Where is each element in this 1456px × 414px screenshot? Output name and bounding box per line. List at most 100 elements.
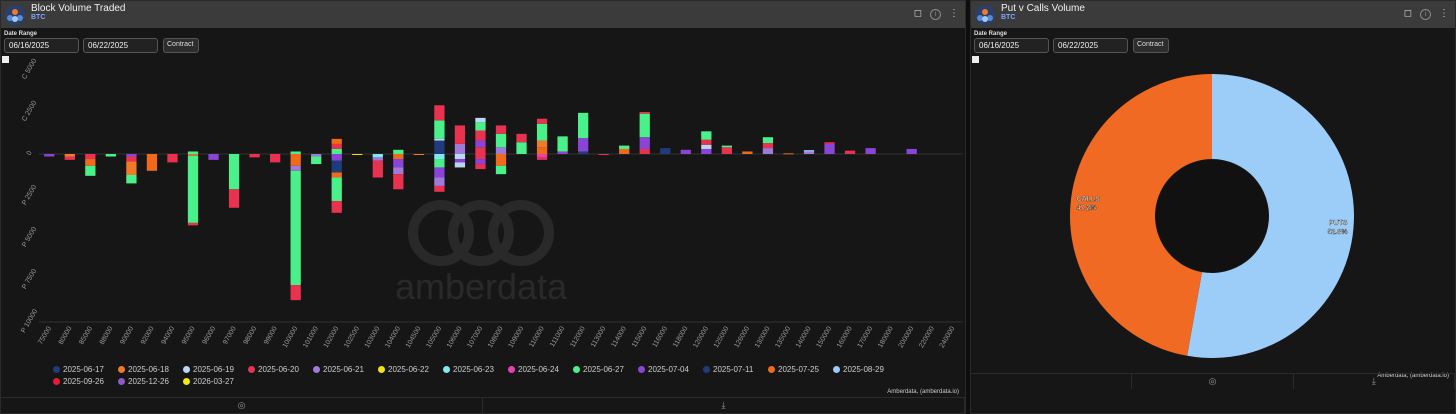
bar-segment bbox=[434, 105, 445, 121]
bar-segment bbox=[85, 159, 96, 166]
camera-icon[interactable]: ◎ bbox=[1132, 374, 1294, 389]
amberdata-watermark: amberdata bbox=[395, 200, 568, 307]
bar-segment bbox=[742, 151, 753, 154]
legend-item[interactable]: 2025-06-17 bbox=[53, 365, 104, 374]
legend-swatch bbox=[378, 366, 385, 373]
info-icon[interactable]: i bbox=[930, 8, 941, 20]
bar-segment bbox=[701, 144, 712, 149]
legend-swatch bbox=[508, 366, 515, 373]
expand-toggle[interactable] bbox=[972, 56, 979, 63]
x-tick-label: 106000 bbox=[446, 325, 464, 349]
legend-item[interactable]: 2025-06-27 bbox=[573, 365, 624, 374]
bar-segment bbox=[721, 145, 732, 148]
x-tick-label: 200000 bbox=[898, 325, 916, 349]
bar-segment bbox=[290, 170, 301, 286]
x-tick-label: 94000 bbox=[160, 325, 176, 345]
bar-segment bbox=[434, 154, 445, 160]
date-to-input[interactable]: 06/22/2025 bbox=[1053, 38, 1128, 53]
bar-segment bbox=[578, 151, 589, 154]
x-tick-label: 112000 bbox=[569, 325, 587, 348]
bar-segment bbox=[619, 145, 630, 149]
bar-segment bbox=[64, 156, 75, 160]
chart-credit: Amberdata, (amberdata.io) bbox=[887, 389, 959, 395]
legend-swatch bbox=[53, 366, 60, 373]
bar-segment bbox=[536, 147, 548, 154]
legend-swatch bbox=[118, 378, 125, 385]
legend-item[interactable]: 2025-06-23 bbox=[443, 365, 494, 374]
legend-item[interactable]: 2025-06-24 bbox=[508, 365, 559, 374]
put-call-donut-chart: PUTS 52.8% CALLS 47.2% bbox=[1070, 74, 1355, 358]
bar-segment bbox=[290, 285, 301, 301]
bar-segment bbox=[126, 175, 137, 184]
more-options-icon[interactable]: ⋮ bbox=[1439, 8, 1449, 19]
more-options-icon[interactable]: ⋮ bbox=[949, 8, 959, 19]
bar-segment bbox=[393, 149, 404, 154]
legend-item[interactable]: 2025-06-19 bbox=[183, 365, 234, 374]
bar-segment bbox=[434, 185, 445, 192]
legend-swatch bbox=[833, 366, 840, 373]
y-tick-label: P 2500 bbox=[21, 184, 38, 207]
x-tick-label: 113000 bbox=[590, 325, 608, 348]
legend-item[interactable]: 2025-12-26 bbox=[118, 377, 169, 386]
bar-segment bbox=[105, 154, 116, 157]
bar-segment bbox=[311, 154, 322, 157]
bar-segment bbox=[495, 165, 507, 175]
bar-segment bbox=[187, 151, 199, 154]
bar-segment bbox=[434, 138, 445, 141]
download-icon[interactable]: ⤓ bbox=[483, 398, 965, 413]
y-tick-label: 0 bbox=[26, 150, 34, 157]
bar-segment bbox=[906, 148, 917, 154]
bar-segment bbox=[536, 154, 548, 158]
bar-segment bbox=[639, 148, 650, 154]
bookmark-icon[interactable]: ◻ bbox=[1403, 8, 1412, 19]
bar-segment bbox=[331, 148, 342, 154]
bar-segment bbox=[146, 154, 158, 171]
x-tick-label: 90000 bbox=[119, 325, 135, 345]
x-tick-label: 105000 bbox=[425, 325, 443, 349]
bar-segment bbox=[762, 143, 774, 149]
contract-button[interactable]: Contract bbox=[1133, 38, 1169, 53]
legend-item[interactable]: 2025-08-29 bbox=[833, 365, 884, 374]
contract-button[interactable]: Contract bbox=[163, 38, 199, 53]
date-to-input[interactable]: 06/22/2025 bbox=[83, 38, 158, 53]
camera-icon[interactable]: ◎ bbox=[1, 398, 483, 413]
legend-item[interactable]: 2025-07-04 bbox=[638, 365, 689, 374]
legend-label: 2025-06-27 bbox=[583, 365, 624, 374]
bar-segment bbox=[454, 162, 466, 168]
bar-segment bbox=[187, 154, 199, 156]
bar-segment bbox=[721, 147, 732, 154]
legend-swatch bbox=[703, 366, 710, 373]
bar-segment bbox=[44, 154, 55, 157]
date-from-input[interactable]: 06/16/2025 bbox=[4, 38, 79, 53]
download-icon[interactable]: ⤓ bbox=[1294, 374, 1455, 389]
toolbar-spacer bbox=[971, 374, 1133, 389]
bar-segment bbox=[187, 222, 199, 226]
x-tick-label: 85000 bbox=[78, 325, 94, 345]
bar-segment bbox=[454, 125, 466, 144]
legend-item[interactable]: 2025-06-21 bbox=[313, 365, 364, 374]
bar-segment bbox=[454, 143, 466, 154]
legend-item[interactable]: 2025-07-25 bbox=[768, 365, 819, 374]
legend-item[interactable]: 2025-06-18 bbox=[118, 365, 169, 374]
legend-label: 2025-07-04 bbox=[648, 365, 689, 374]
date-from-input[interactable]: 06/16/2025 bbox=[974, 38, 1049, 53]
x-tick-label: 101000 bbox=[302, 325, 320, 349]
x-tick-label: 135000 bbox=[774, 325, 792, 349]
y-tick-label: P 10000 bbox=[20, 308, 39, 334]
bar-segment bbox=[660, 148, 671, 154]
bar-segment bbox=[331, 138, 342, 144]
slice-value: 47.2% bbox=[1077, 205, 1098, 212]
legend-swatch bbox=[313, 366, 320, 373]
legend-item[interactable]: 2026-03-27 bbox=[183, 377, 234, 386]
legend-swatch bbox=[638, 366, 645, 373]
bar-segment bbox=[85, 154, 96, 160]
expand-toggle[interactable] bbox=[2, 56, 9, 63]
legend-item[interactable]: 2025-06-20 bbox=[248, 365, 299, 374]
bar-segment bbox=[126, 161, 137, 175]
legend-item[interactable]: 2025-07-11 bbox=[703, 365, 753, 374]
legend-item[interactable]: 2025-09-26 bbox=[53, 377, 104, 386]
legend-label: 2025-06-18 bbox=[128, 365, 169, 374]
bookmark-icon[interactable]: ◻ bbox=[913, 8, 922, 19]
info-icon[interactable]: i bbox=[1420, 8, 1431, 20]
legend-item[interactable]: 2025-06-22 bbox=[378, 365, 429, 374]
